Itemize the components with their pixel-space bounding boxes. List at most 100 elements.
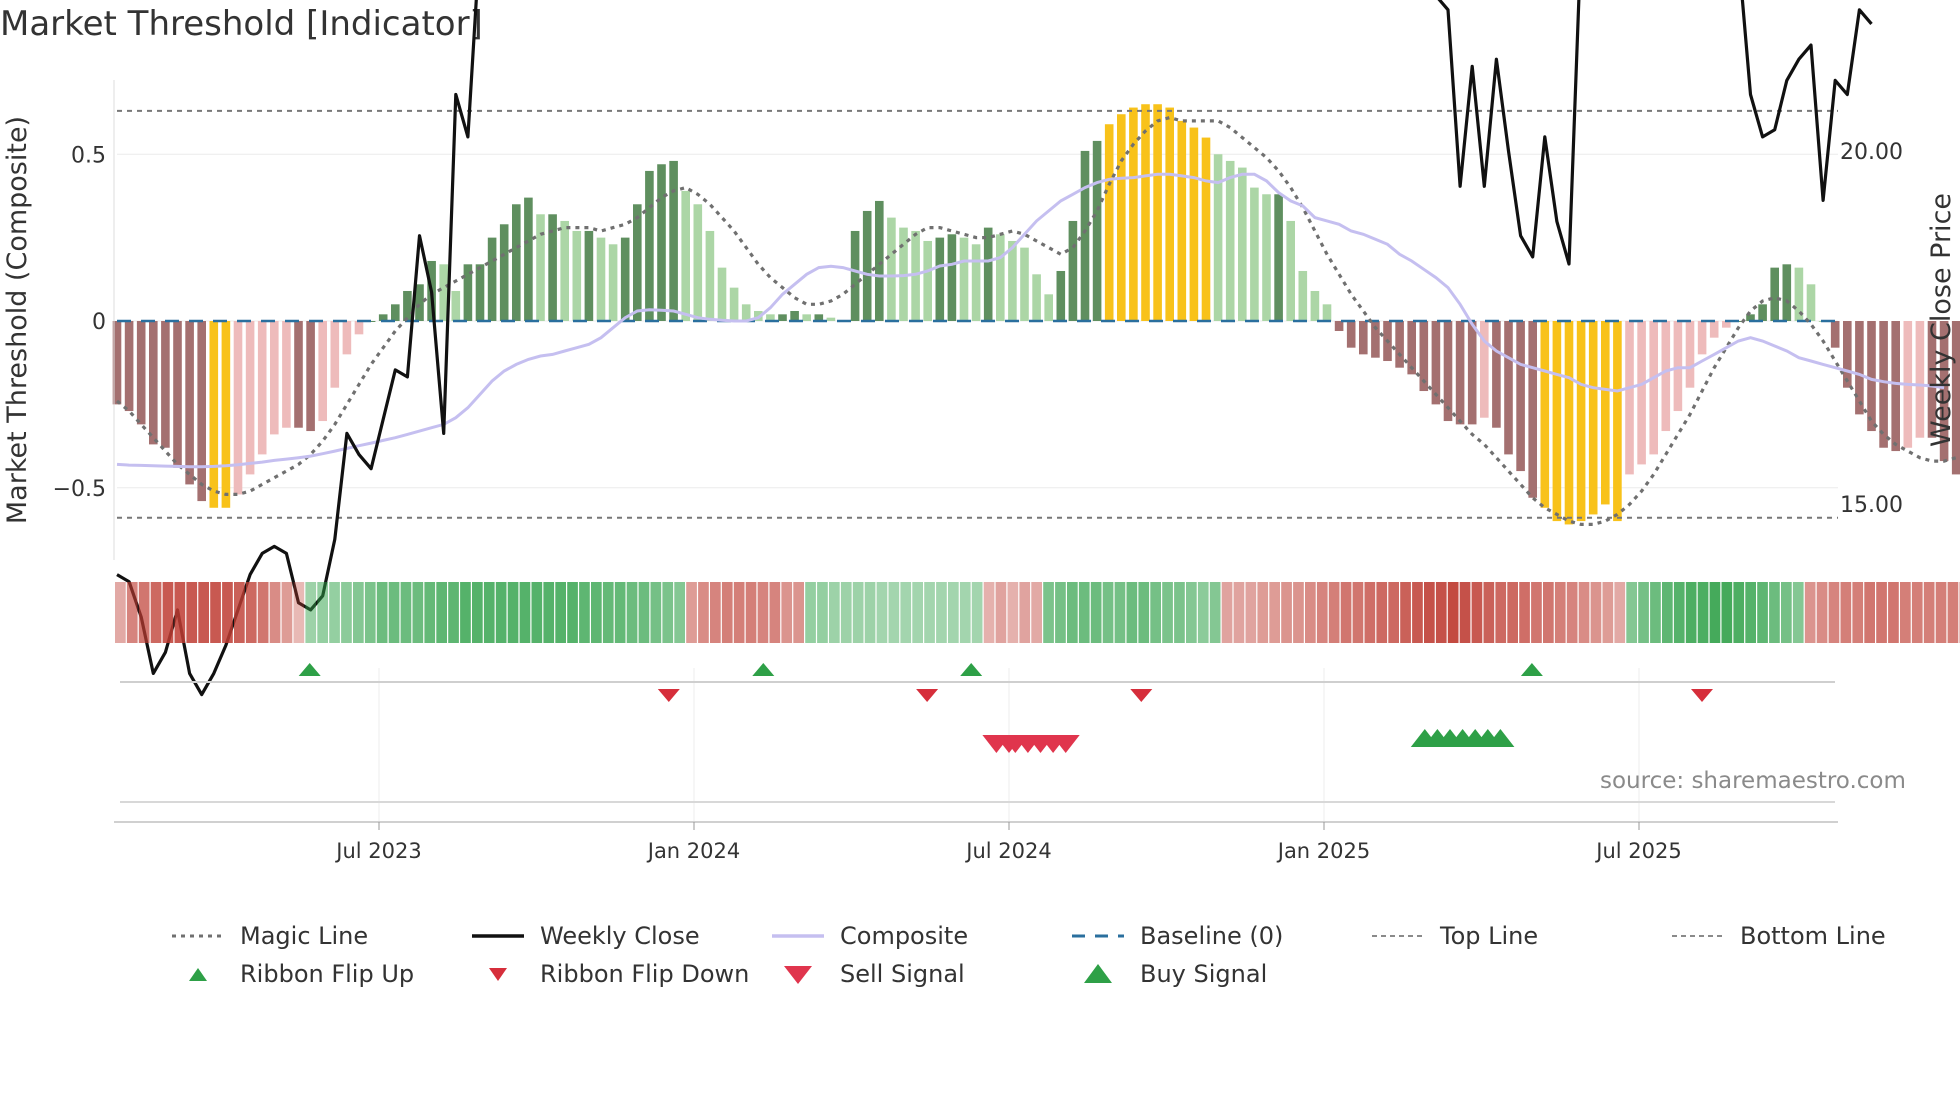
composite-bar	[560, 220, 569, 321]
composite-bar	[1685, 321, 1695, 388]
ribbon-cell	[1685, 582, 1697, 643]
legend-label: Ribbon Flip Up	[240, 960, 415, 988]
legend: Magic Line Weekly Close Composite Baseline …	[170, 922, 1910, 1012]
ribbon-cell	[757, 582, 769, 643]
composite-bar	[1806, 284, 1816, 321]
composite-bar	[1346, 321, 1356, 348]
composite-bar	[318, 321, 327, 422]
ribbon-cell	[317, 582, 328, 643]
ribbon-cell	[1031, 582, 1042, 643]
legend-swatch	[1084, 964, 1112, 983]
composite-bar	[1225, 160, 1235, 321]
ribbon-flip-up-marker	[752, 663, 775, 676]
composite-bar	[790, 310, 799, 321]
composite-bar	[499, 224, 509, 321]
ribbon-cell	[1888, 582, 1899, 643]
composite-bar	[1746, 314, 1755, 321]
composite-bar	[403, 290, 412, 321]
ribbon-cell	[388, 582, 400, 643]
ribbon-cell	[1519, 582, 1530, 643]
composite-bar	[1939, 321, 1949, 462]
ribbon-cell	[805, 582, 816, 643]
legend-swatch	[189, 968, 207, 981]
ribbon-cell	[234, 582, 245, 643]
ribbon-cell	[650, 582, 662, 643]
ribbon-cell	[971, 582, 983, 643]
weekly-close-line	[116, 0, 1873, 697]
ribbon-cell	[1792, 582, 1804, 643]
ribbon-cell	[483, 582, 495, 643]
legend-label: Composite	[840, 922, 969, 950]
composite-bar	[245, 321, 255, 475]
ribbon-cell	[1412, 582, 1423, 643]
sell-signal-marker	[1051, 735, 1080, 753]
ribbon-cell	[1400, 582, 1411, 643]
ribbon-cell	[1114, 582, 1126, 643]
ribbon-flip-markers	[120, 663, 1835, 702]
source-credit: source: sharemaestro.com	[1600, 768, 1906, 794]
ribbon-cell	[674, 582, 685, 643]
composite-bar	[342, 321, 352, 355]
composite-bar	[1613, 321, 1622, 522]
legend-label: Sell Signal	[840, 960, 965, 988]
composite-bar	[1092, 140, 1102, 321]
ribbon-cell	[1078, 582, 1090, 643]
composite-bar	[1310, 290, 1320, 321]
composite-bar	[1722, 321, 1731, 328]
composite-bar	[536, 214, 545, 321]
composite-bar	[1951, 321, 1960, 475]
ribbon-cell	[281, 582, 293, 643]
composite-bar	[1588, 321, 1598, 515]
ribbon-cell	[864, 582, 876, 643]
ribbon-cell	[1067, 582, 1078, 643]
magic-line	[115, 115, 1957, 527]
ribbon-cell	[1554, 582, 1566, 643]
composite-bar	[282, 321, 291, 428]
legend-item: Buy Signal	[1070, 960, 1267, 988]
ribbon-cell	[1447, 582, 1459, 643]
composite-bar	[572, 230, 582, 321]
ribbon-cell	[1507, 582, 1518, 643]
ribbon-cell	[472, 582, 483, 643]
legend-marker	[189, 968, 207, 981]
composite-bar	[149, 321, 158, 445]
ribbon-cell	[376, 582, 388, 643]
x-tick-label: Jan 2024	[646, 839, 741, 863]
ribbon-cell	[1947, 582, 1959, 643]
ribbon-cell	[579, 582, 590, 643]
ribbon-cell	[1364, 582, 1376, 643]
legend-label: Buy Signal	[1140, 960, 1268, 988]
ribbon-cell	[1840, 582, 1852, 643]
composite-bar	[1129, 107, 1138, 321]
composite-bar	[1915, 321, 1925, 438]
composite-bar	[814, 314, 824, 321]
composite-bar	[1697, 321, 1707, 355]
composite-bar	[657, 164, 666, 321]
composite-bar	[1830, 321, 1840, 348]
composite-bar	[633, 204, 642, 321]
legend-item: Ribbon Flip Up	[170, 960, 414, 988]
composite-bar	[1673, 321, 1683, 412]
composite-bar	[294, 321, 303, 428]
composite-bar	[584, 230, 594, 321]
ribbon-cell	[1221, 582, 1233, 643]
ribbon-flip-up-marker	[298, 663, 321, 676]
ribbon-cell	[876, 582, 888, 643]
ribbon-cell	[210, 582, 221, 643]
ribbon-cell	[1816, 582, 1828, 643]
composite-bar	[391, 304, 400, 321]
legend-swatch	[472, 934, 524, 938]
composite-bar	[923, 240, 932, 321]
composite-bar	[1056, 270, 1066, 321]
ribbon-cell	[662, 582, 674, 643]
composite-bar	[1177, 120, 1187, 322]
composite-bar	[717, 267, 727, 321]
legend-swatch	[1072, 934, 1124, 938]
ribbon-cell	[1174, 582, 1185, 643]
ribbon-cell	[983, 582, 995, 643]
ribbon-strip	[115, 582, 1960, 643]
ribbon-cell	[614, 582, 626, 643]
composite-bar	[935, 237, 945, 321]
ribbon-cell	[1531, 582, 1542, 643]
